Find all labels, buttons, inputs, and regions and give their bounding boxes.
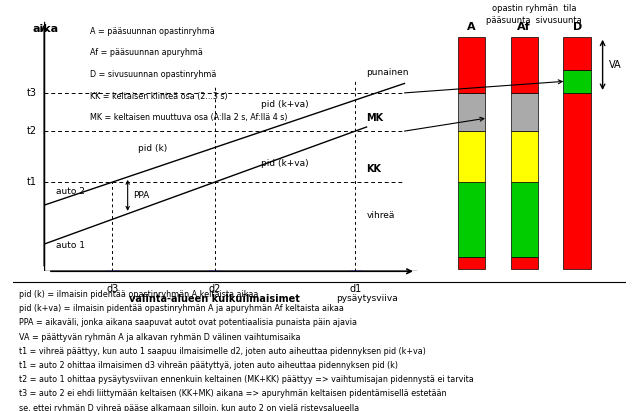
Text: MK: MK [367,113,384,123]
Bar [511,257,538,269]
Text: auto 1: auto 1 [56,241,85,250]
Text: t2 = auto 1 ohittaa pysäytysviivan ennenkuin keltainen (MK+KK) päättyy => vaihtu: t2 = auto 1 ohittaa pysäytysviivan ennen… [19,375,473,384]
Text: PPA = aikaväli, jonka aikana saapuvat autot ovat potentiaalisia punaista päin aj: PPA = aikaväli, jonka aikana saapuvat au… [19,319,357,328]
Text: pid (k+va): pid (k+va) [261,159,309,168]
Text: Af: Af [518,22,531,32]
Text: t1: t1 [27,177,37,187]
Text: t2: t2 [27,126,37,136]
Text: se, ettei ryhmän D vihreä pääse alkamaan silloin, kun auto 2 on vielä risteysalu: se, ettei ryhmän D vihreä pääse alkamaan… [19,404,359,411]
Text: punainen: punainen [367,68,409,77]
Text: VA = päättyvän ryhmän A ja alkavan ryhmän D välinen vaihtumisaika: VA = päättyvän ryhmän A ja alkavan ryhmä… [19,332,300,342]
Text: KK = keltaisen kiinteä osa (2...3 s): KK = keltaisen kiinteä osa (2...3 s) [90,92,228,101]
Text: Af = pääsuunnan apuryhmä: Af = pääsuunnan apuryhmä [90,48,203,57]
Text: t3: t3 [27,88,37,98]
Bar [511,93,538,131]
Text: pid (k+va): pid (k+va) [261,100,309,109]
Text: auto 2: auto 2 [56,187,85,196]
Bar [458,131,485,182]
Bar [458,257,485,269]
Bar [106,271,119,280]
Text: t1 = vihreä päättyy, kun auto 1 saapuu ilmaisimelle d2, joten auto aiheuttaa pid: t1 = vihreä päättyy, kun auto 1 saapuu i… [19,347,425,356]
Bar [208,271,222,280]
Text: d3: d3 [106,284,119,294]
Text: valinta-alueen kulkuilmaisimet: valinta-alueen kulkuilmaisimet [130,294,300,304]
Bar [458,37,485,93]
Text: t1 = auto 2 ohittaa ilmaisimen d3 vihreän päätyttyä, joten auto aiheuttaa pidenn: t1 = auto 2 ohittaa ilmaisimen d3 vihreä… [19,361,398,370]
Bar [564,93,591,269]
Text: A = pääsuunnan opastinryhmä: A = pääsuunnan opastinryhmä [90,27,214,36]
Text: pid (k): pid (k) [138,144,167,153]
Text: PPA: PPA [133,191,150,200]
Text: pääsuunta  sivusuunta: pääsuunta sivusuunta [486,16,582,25]
Bar [511,131,538,182]
Text: d1: d1 [349,284,362,294]
Text: t3 = auto 2 ei ehdi liittymään keltaisen (KK+MK) aikana => apuryhmän keltaisen p: t3 = auto 2 ei ehdi liittymään keltaisen… [19,390,446,398]
Bar [458,182,485,257]
Text: MK = keltaisen muuttuva osa (A:lla 2 s, Af:llä 4 s): MK = keltaisen muuttuva osa (A:lla 2 s, … [90,113,287,122]
Text: d2: d2 [209,284,221,294]
Text: D = sivusuunnan opastinryhmä: D = sivusuunnan opastinryhmä [90,70,216,79]
Text: VA: VA [609,60,621,70]
Bar [511,182,538,257]
Bar [564,70,591,93]
Text: pysäytysviiva: pysäytysviiva [336,294,398,303]
Bar [458,93,485,131]
Bar [348,271,362,280]
Text: D: D [573,22,582,32]
Text: vihreä: vihreä [367,211,395,220]
Text: pid (k+va) = ilmaisin pidentää opastinryhmän A ja apuryhmän Af keltaista aikaa: pid (k+va) = ilmaisin pidentää opastinry… [19,304,344,313]
Bar [511,37,538,93]
Bar [564,37,591,70]
Text: opastin ryhmän  tila: opastin ryhmän tila [492,4,576,13]
Text: KK: KK [367,164,382,174]
Text: pid (k) = ilmaisin pidentää opastinryhmän A keltaista aikaa: pid (k) = ilmaisin pidentää opastinryhmä… [19,290,258,299]
Text: aika: aika [33,24,59,34]
Text: A: A [467,22,476,32]
